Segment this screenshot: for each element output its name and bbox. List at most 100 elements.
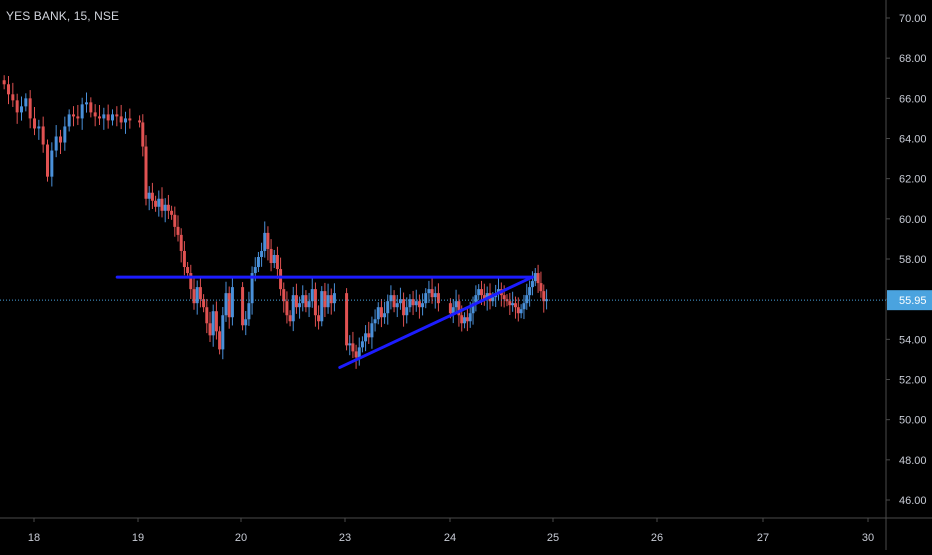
candle-body <box>411 299 415 306</box>
candle-body <box>351 343 355 352</box>
candle-body <box>430 289 434 298</box>
candle-body <box>525 295 529 304</box>
candle-body <box>282 289 286 302</box>
candle-body <box>373 319 377 324</box>
candle-body <box>241 287 245 326</box>
candle-body <box>189 273 193 290</box>
candle-body <box>279 269 283 290</box>
candle-body <box>179 234 183 251</box>
candle-body <box>367 333 371 338</box>
candle-body <box>291 295 295 322</box>
candle-body <box>354 351 358 358</box>
y-tick-label: 54.00 <box>899 334 927 346</box>
candle-body <box>345 293 349 346</box>
candle-body <box>474 295 478 304</box>
candle-body <box>298 303 302 308</box>
candle-body <box>511 303 515 306</box>
candle-body <box>244 319 248 326</box>
candle-body <box>370 323 374 338</box>
candle-body <box>417 301 421 308</box>
candle-body <box>195 287 199 304</box>
candle-body <box>505 299 509 302</box>
candle-body <box>33 118 36 129</box>
candle-body <box>516 307 520 314</box>
candle-body <box>332 293 336 304</box>
candle-body <box>457 301 461 316</box>
candle-body <box>2 80 6 85</box>
x-tick-label: 18 <box>28 532 40 544</box>
candle-body <box>427 289 431 294</box>
y-tick-label: 70.00 <box>899 13 927 25</box>
candle-body <box>320 291 324 322</box>
candle-body <box>250 273 254 304</box>
candle-body <box>221 315 225 350</box>
candle-body <box>454 301 458 308</box>
candle-body <box>224 293 228 316</box>
candle-body <box>173 214 177 227</box>
x-tick-label: 25 <box>547 532 559 544</box>
candle-body <box>15 100 19 113</box>
candle-body <box>463 317 467 324</box>
candle-body <box>102 114 106 119</box>
candle-body <box>502 295 506 300</box>
candle-body <box>147 192 151 199</box>
candle-body <box>536 273 540 284</box>
candle-body <box>157 198 161 207</box>
candle-body <box>329 295 333 304</box>
candle-body <box>477 289 481 296</box>
candle-body <box>398 299 402 304</box>
x-tick-label: 24 <box>444 532 456 544</box>
candle-body <box>54 136 58 151</box>
candle-body <box>539 283 543 292</box>
candle-body <box>72 114 75 117</box>
candle-body <box>202 299 206 308</box>
candle-body <box>85 102 88 105</box>
x-tick-label: 23 <box>339 532 351 544</box>
candle-body <box>150 192 154 201</box>
candle-body <box>260 250 264 257</box>
candle-body <box>266 232 270 249</box>
candle-body <box>285 301 289 316</box>
candle-body <box>63 126 67 143</box>
candle-body <box>141 122 145 147</box>
candle-body <box>383 313 387 318</box>
candle-body <box>460 315 464 324</box>
y-tick-label: 52.00 <box>899 375 927 387</box>
candle-body <box>480 289 484 296</box>
candle-body <box>115 114 119 117</box>
candle-body <box>421 303 425 308</box>
candle-body <box>402 299 406 316</box>
candle-body <box>80 104 84 119</box>
candle-body <box>313 289 317 316</box>
candle-body <box>392 295 396 308</box>
y-tick-label: 50.00 <box>899 415 927 427</box>
x-tick-label: 30 <box>862 532 874 544</box>
candle-body <box>160 198 164 211</box>
candle-body <box>24 98 28 107</box>
candle-body <box>263 232 267 251</box>
candle-body <box>376 307 380 320</box>
candle-body <box>317 315 321 322</box>
candle-body <box>138 120 142 123</box>
y-tick-label: 64.00 <box>899 134 927 146</box>
candle-body <box>227 293 231 318</box>
candle-body <box>395 303 399 308</box>
candle-body <box>166 204 170 211</box>
candle-body <box>389 295 393 302</box>
candle-body <box>186 267 190 274</box>
y-tick-label: 62.00 <box>899 174 927 186</box>
candle-body <box>301 295 305 304</box>
candle-body <box>208 323 212 336</box>
candle-body <box>28 98 32 119</box>
candle-body <box>542 291 546 302</box>
candle-body <box>451 307 455 314</box>
candle-body <box>89 102 93 113</box>
candle-body <box>405 307 409 316</box>
last-price-label: 55.95 <box>899 295 927 307</box>
candle-body <box>247 303 251 320</box>
candle-body <box>272 254 276 264</box>
candle-body <box>465 317 469 322</box>
candle-body <box>11 94 15 101</box>
